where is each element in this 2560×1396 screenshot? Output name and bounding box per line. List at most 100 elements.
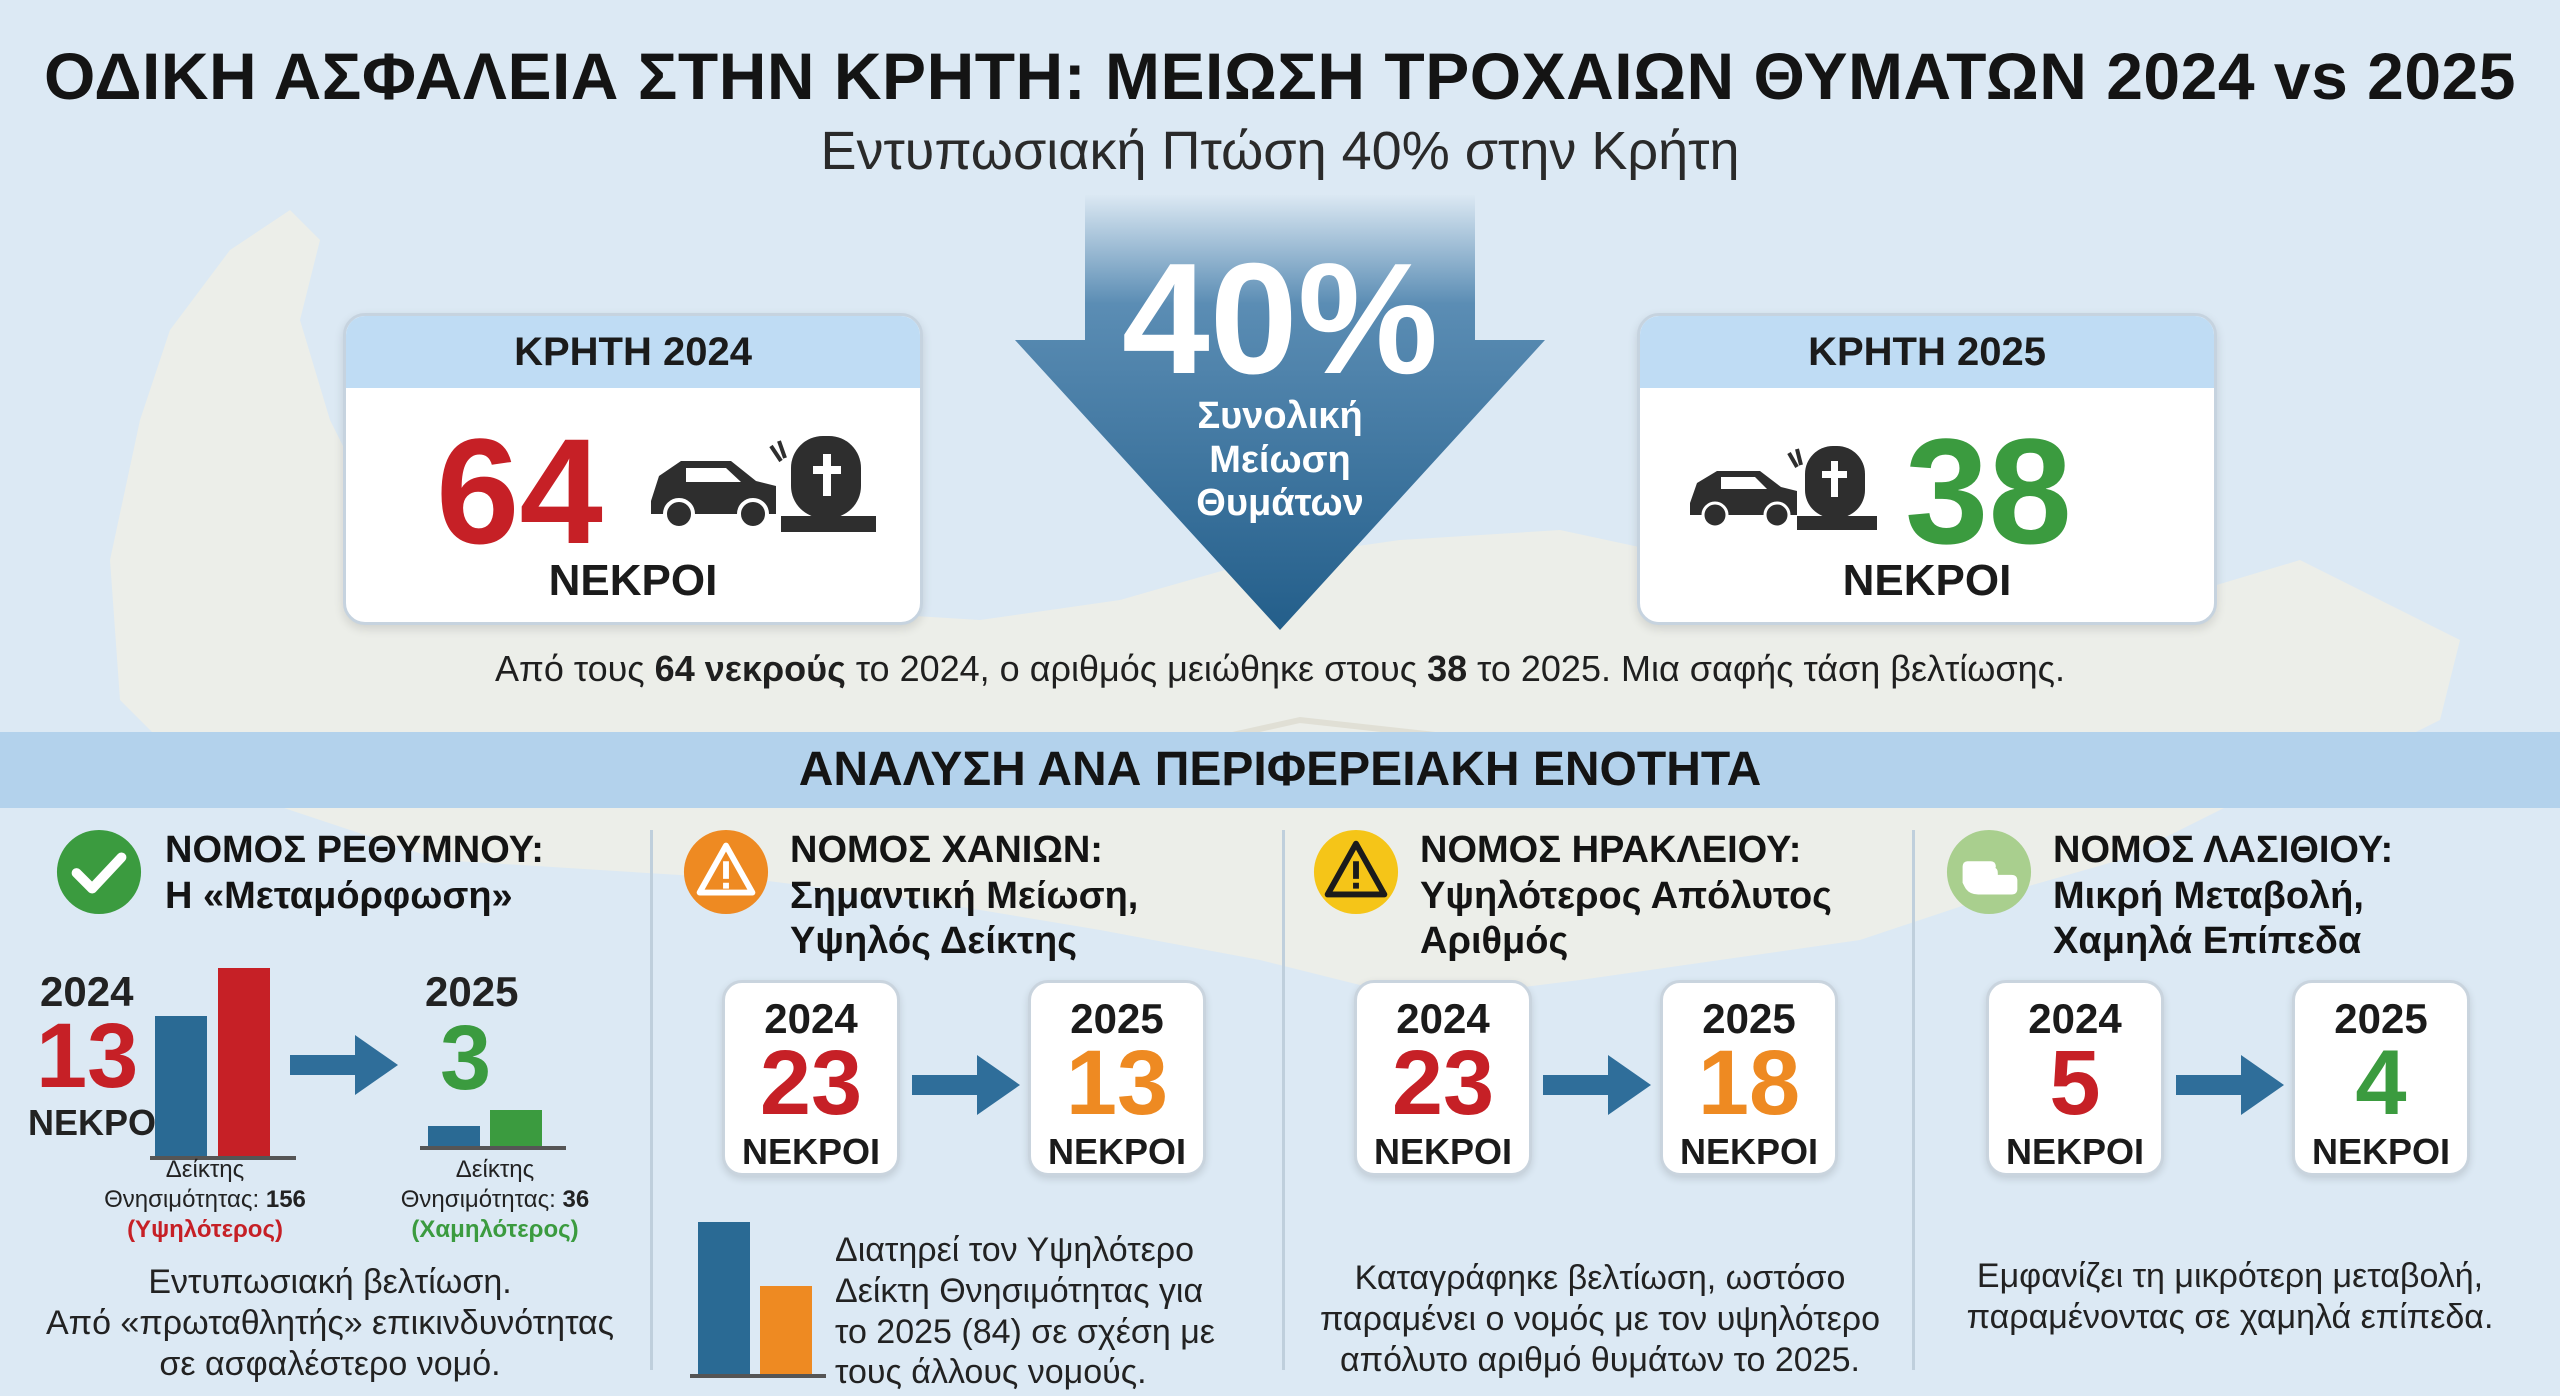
lasithi-card-2024: 2024 5 ΝΕΚΡΟΙ xyxy=(1986,980,2164,1176)
note-line: το 2025 (84) σε σχέση με xyxy=(835,1312,1215,1351)
mini-value: 18 xyxy=(1697,1032,1801,1134)
mini-value: 13 xyxy=(1065,1032,1169,1134)
mini-year: 2024 xyxy=(764,995,858,1042)
card-header: ΚΡΗΤΗ 2024 xyxy=(346,316,920,388)
title-line: ΝΟΜΟΣ ΗΡΑΚΛΕΙΟΥ: xyxy=(1420,829,1802,871)
summary-bold: 64 νεκρούς xyxy=(654,648,846,689)
column-divider xyxy=(1912,830,1915,1370)
rethymno-index-2025: Δείκτης Θνησιμότητας: 36 (Χαμηλότερος) xyxy=(380,1155,610,1245)
summary-text: Από τους 64 νεκρούς το 2024, ο αριθμός μ… xyxy=(0,648,2560,690)
column-divider xyxy=(650,830,653,1370)
heraklion-note: Καταγράφηκε βελτίωση, ωστόσο παραμένει ο… xyxy=(1300,1258,1900,1380)
title-line: ΝΟΜΟΣ ΧΑΝΙΩΝ: xyxy=(790,829,1103,871)
mini-label: ΝΕΚΡΟΙ xyxy=(1047,1131,1187,1172)
reduction-percent: 40% xyxy=(1121,231,1439,407)
index-label: Δείκτης xyxy=(455,1156,535,1183)
index-label: Θνησιμότητας: xyxy=(104,1186,260,1213)
chania-card-2024: 2024 23 ΝΕΚΡΟΙ xyxy=(722,980,900,1176)
region-title-lasithi: ΝΟΜΟΣ ΛΑΣΙΘΙΟΥ: Μικρή Μεταβολή, Χαμηλά Ε… xyxy=(2053,828,2393,965)
title-line: Υψηλότερος Απόλυτος xyxy=(1420,874,1832,917)
rethymno-label-2024: ΝΕΚΡΟΙ xyxy=(28,1102,167,1143)
mini-value: 4 xyxy=(2355,1032,2407,1134)
heraklion-card-2024: 2024 23 ΝΕΚΡΟΙ xyxy=(1354,980,1532,1176)
column-divider xyxy=(1282,830,1285,1370)
page-title: ΟΔΙΚΗ ΑΣΦΑΛΕΙΑ ΣΤΗΝ ΚΡΗΤΗ: ΜΕΙΩΣΗ ΤΡΟΧΑΙ… xyxy=(44,39,2516,113)
card-footer: ΝΕΚΡΟΙ xyxy=(548,556,718,605)
region-title-heraklion: ΝΟΜΟΣ ΗΡΑΚΛΕΙΟΥ: Υψηλότερος Απόλυτος Αρι… xyxy=(1420,828,1832,965)
car-crash-tombstone-icon xyxy=(1690,446,1877,530)
mini-label: ΝΕΚΡΟΙ xyxy=(1679,1131,1819,1172)
summary-part: το 2024, ο αριθμός μειώθηκε στους xyxy=(845,648,1428,689)
index-label: Θνησιμότητας: xyxy=(400,1186,556,1213)
chania-bar-chart xyxy=(690,1222,826,1378)
summary-bold: 38 xyxy=(1427,648,1468,689)
mini-year: 2024 xyxy=(2028,995,2122,1042)
mini-label: ΝΕΚΡΟΙ xyxy=(2311,1131,2451,1172)
title-line: Αριθμός xyxy=(1420,920,1569,963)
mini-value: 5 xyxy=(2049,1032,2101,1134)
section-title: ΑΝΑΛΥΣΗ ΑΝΑ ΠΕΡΙΦΕΡΕΙΑΚΗ ΕΝΟΤΗΤΑ xyxy=(0,732,2560,808)
rethymno-bar-chart-2025 xyxy=(420,1110,566,1150)
mini-year: 2025 xyxy=(1070,995,1164,1042)
mini-label: ΝΕΚΡΟΙ xyxy=(1373,1131,1513,1172)
title-line: Η «Μεταμόρφωση» xyxy=(165,874,513,917)
reduction-arrow-icon xyxy=(1015,195,1545,630)
note-line: Από «πρωταθλητής» επικινδυνότητας xyxy=(45,1303,615,1342)
index-note: (Χαμηλότερος) xyxy=(411,1216,579,1243)
note-line: Καταγράφηκε βελτίωση, ωστόσο xyxy=(1354,1259,1846,1297)
car-crash-tombstone-icon xyxy=(651,436,876,532)
rethymno-year-2024: 2024 xyxy=(40,968,134,1015)
note-line: παραμένει ο νομός με τον υψηλότερο xyxy=(1319,1299,1881,1338)
card-footer: ΝΕΚΡΟΙ xyxy=(1842,556,2012,605)
summary-part: το 2025. Μια σαφής τάση βελτίωσης. xyxy=(1467,648,2065,689)
rethymno-value-2025: 3 xyxy=(440,1007,492,1109)
chania-note: Διατηρεί τον Υψηλότερο Δείκτη Θνησιμότητ… xyxy=(835,1230,1255,1393)
mini-label: ΝΕΚΡΟΙ xyxy=(2005,1131,2145,1172)
mini-label: ΝΕΚΡΟΙ xyxy=(741,1131,881,1172)
title-line: ΝΟΜΟΣ ΡΕΘΥΜΝΟΥ: xyxy=(165,829,544,871)
index-note: (Υψηλότερος) xyxy=(127,1216,283,1243)
rethymno-value-2024: 13 xyxy=(36,1005,139,1107)
note-line: Δείκτη Θνησιμότητας για xyxy=(835,1271,1204,1310)
note-line: Εντυπωσιακή βελτίωση. xyxy=(148,1263,512,1301)
lasithi-note: Εμφανίζει τη μικρότερη μεταβολή, παραμέν… xyxy=(1930,1256,2530,1338)
card-crete-2025: ΚΡΗΤΗ 2025 38 ΝΕΚΡΟΙ xyxy=(1637,313,2217,625)
chania-card-2025: 2025 13 ΝΕΚΡΟΙ xyxy=(1028,980,1206,1176)
right-arrow-icon xyxy=(290,1035,398,1095)
title-line: Χαμηλά Επίπεδα xyxy=(2053,920,2362,963)
mini-value: 23 xyxy=(759,1032,863,1134)
title-line: Υψηλός Δείκτης xyxy=(790,920,1078,963)
rethymno-index-2024: Δείκτης Θνησιμότητας: 156 (Υψηλότερος) xyxy=(90,1155,320,1245)
index-label: Δείκτης xyxy=(165,1156,245,1183)
region-title-rethymno: ΝΟΜΟΣ ΡΕΘΥΜΝΟΥ: Η «Μεταμόρφωση» xyxy=(165,828,544,919)
summary-part: Από τους xyxy=(495,648,655,689)
title-line: Σημαντική Μείωση, xyxy=(790,874,1139,917)
title-line: ΝΟΜΟΣ ΛΑΣΙΘΙΟΥ: xyxy=(2053,829,2394,871)
right-arrow-icon xyxy=(912,1055,1020,1115)
mini-value: 23 xyxy=(1391,1032,1495,1134)
note-line: παραμένοντας σε χαμηλά επίπεδα. xyxy=(1966,1297,2494,1336)
mini-year: 2024 xyxy=(1396,995,1490,1042)
note-line: Διατηρεί τον Υψηλότερο xyxy=(835,1231,1195,1269)
card-header: ΚΡΗΤΗ 2025 xyxy=(1640,316,2214,388)
right-arrow-icon xyxy=(1543,1055,1651,1115)
lasithi-card-2025: 2025 4 ΝΕΚΡΟΙ xyxy=(2292,980,2470,1176)
rethymno-year-2025: 2025 xyxy=(425,968,519,1015)
note-line: Εμφανίζει τη μικρότερη μεταβολή, xyxy=(1976,1257,2484,1295)
title-line: Μικρή Μεταβολή, xyxy=(2053,874,2364,917)
deaths-value-2025: 38 xyxy=(1905,407,2072,575)
index-value: 156 xyxy=(265,1186,306,1213)
region-title-chania: ΝΟΜΟΣ ΧΑΝΙΩΝ: Σημαντική Μείωση, Υψηλός Δ… xyxy=(790,828,1138,965)
note-line: απόλυτο αριθμό θυμάτων το 2025. xyxy=(1340,1340,1860,1379)
warning-circle-icon xyxy=(683,829,769,915)
deaths-value-2024: 64 xyxy=(436,407,603,575)
right-arrow-icon xyxy=(2176,1055,2284,1115)
hand-pointing-icon xyxy=(1946,829,2032,915)
note-line: σε ασφαλέστερο νομό. xyxy=(159,1344,501,1383)
check-circle-icon xyxy=(56,829,142,915)
warning-triangle-icon xyxy=(1313,829,1399,915)
heraklion-card-2025: 2025 18 ΝΕΚΡΟΙ xyxy=(1660,980,1838,1176)
rethymno-bar-chart xyxy=(150,968,296,1160)
card-crete-2024: ΚΡΗΤΗ 2024 64 ΝΕΚΡΟΙ xyxy=(343,313,923,625)
index-value: 36 xyxy=(562,1186,590,1213)
